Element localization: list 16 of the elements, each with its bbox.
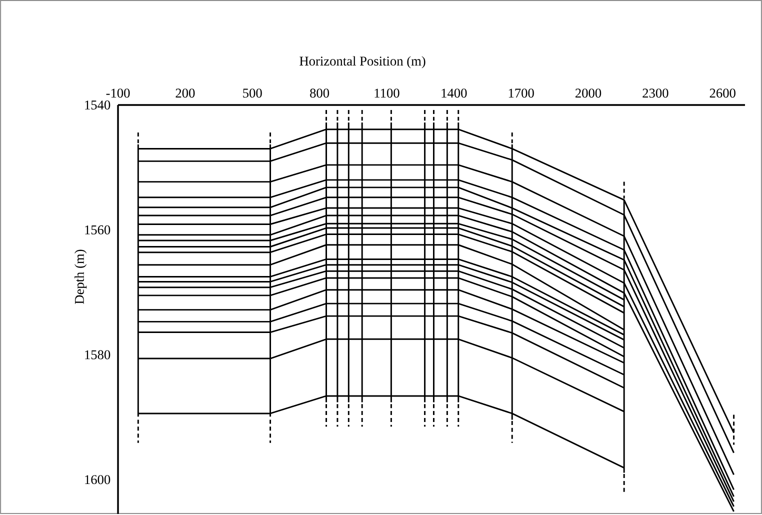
x-tick-label: 500 [243, 88, 262, 98]
x-tick-label: -100 [106, 88, 130, 98]
x-tick-label: 2000 [576, 88, 602, 98]
x-tick-label: 2300 [642, 88, 668, 98]
x-tick-label: 1100 [374, 88, 400, 98]
x-tick-label: 200 [176, 88, 195, 98]
x-tick-label: 1400 [442, 88, 467, 98]
y-tick-label: 1560 [85, 225, 110, 234]
x-axis-title: Horizontal Position (m) [300, 56, 426, 68]
y-tick-label: 1600 [85, 475, 110, 484]
y-tick-label: 1540 [85, 100, 110, 110]
x-tick-label: 1700 [508, 88, 534, 98]
x-tick-label: 800 [310, 88, 330, 98]
y-axis-title: Depth (m) [74, 250, 87, 304]
y-tick-label: 1580 [85, 350, 110, 360]
x-tick-label: 2600 [710, 88, 736, 98]
